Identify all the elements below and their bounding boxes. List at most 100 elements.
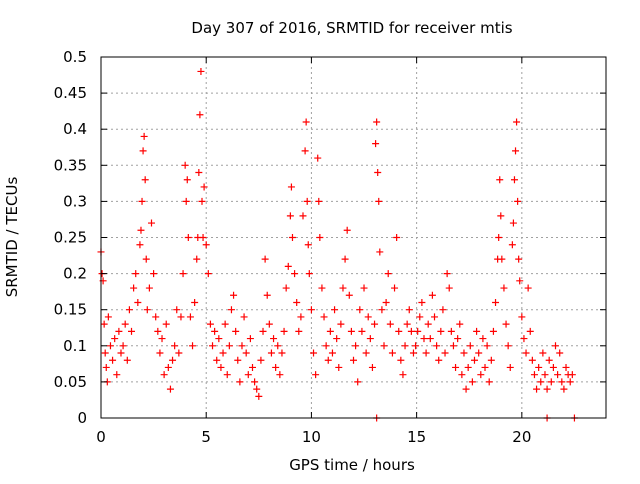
data-point [339,284,347,292]
data-point [293,298,301,306]
data-point [315,197,323,205]
data-point [360,284,368,292]
data-point [386,320,394,328]
y-tick-label: 0.1 [63,337,87,355]
y-tick-label: 0.3 [63,192,87,210]
y-tick-label: 0.25 [54,229,87,247]
data-point [384,270,392,278]
data-point [331,306,339,314]
data-point [558,378,566,386]
data-point [104,313,112,321]
data-point [310,349,318,357]
data-point [318,284,326,292]
data-point [518,313,526,321]
data-point [244,371,252,379]
data-point [547,378,555,386]
data-point [270,335,278,343]
data-point [498,255,506,263]
y-tick-label: 0 [77,409,87,427]
data-point [433,342,441,350]
chart-title: Day 307 of 2016, SRMTID for receiver mti… [191,19,512,37]
data-point [341,255,349,263]
data-point [217,363,225,371]
data-point [530,371,538,379]
data-point [115,327,123,335]
data-point [255,392,263,400]
data-point [265,320,273,328]
data-point [324,356,332,364]
data-point [267,349,275,357]
data-point [412,342,420,350]
data-point [500,284,508,292]
data-point [502,320,510,328]
data-point [263,291,271,299]
data-point [128,327,136,335]
data-point [134,298,142,306]
data-point [227,306,235,314]
data-point [179,270,187,278]
data-point [291,270,299,278]
data-point [343,226,351,234]
data-point [195,169,203,177]
data-point [382,298,390,306]
data-point [373,118,381,126]
data-point [140,132,148,140]
data-point [169,356,177,364]
data-point [193,255,201,263]
data-point [537,378,545,386]
data-point [358,327,366,335]
data-point [509,219,517,227]
data-point [497,212,505,220]
data-point [458,371,466,379]
data-point [276,371,284,379]
data-point [225,342,233,350]
x-tick-label: 15 [407,428,426,446]
data-point [485,378,493,386]
x-tick-label: 10 [302,428,321,446]
data-point [198,197,206,205]
data-point [374,169,382,177]
y-axis-label: SRMTID / TECUs [3,177,21,298]
y-tick-label: 0.4 [63,120,87,138]
data-point [514,197,522,205]
data-point [232,327,240,335]
data-point [397,356,405,364]
data-point [142,255,150,263]
data-point [156,349,164,357]
data-point [335,363,343,371]
data-point [186,313,194,321]
data-point [435,356,443,364]
data-point [136,241,144,249]
data-point [211,327,219,335]
data-point [566,378,574,386]
data-point [141,176,149,184]
data-point [253,385,261,393]
data-point [111,335,119,343]
data-point [356,306,364,314]
data-point [401,342,409,350]
data-point [238,342,246,350]
data-point [473,327,481,335]
data-point [199,234,207,241]
data-point [189,342,197,350]
data-point [526,327,534,335]
data-point [506,363,514,371]
data-point [454,335,462,343]
data-point [416,313,424,321]
data-point [261,255,269,263]
data-point [552,342,559,350]
data-point [251,378,259,386]
data-point [221,320,229,328]
data-point [282,284,290,292]
data-point [130,284,138,292]
data-point [326,327,334,335]
data-point [274,342,282,350]
data-point [403,320,411,328]
data-point [513,118,521,126]
data-point [487,356,495,364]
data-point [350,356,357,364]
data-point [437,327,445,335]
data-point [288,234,296,241]
data-point [100,320,108,328]
